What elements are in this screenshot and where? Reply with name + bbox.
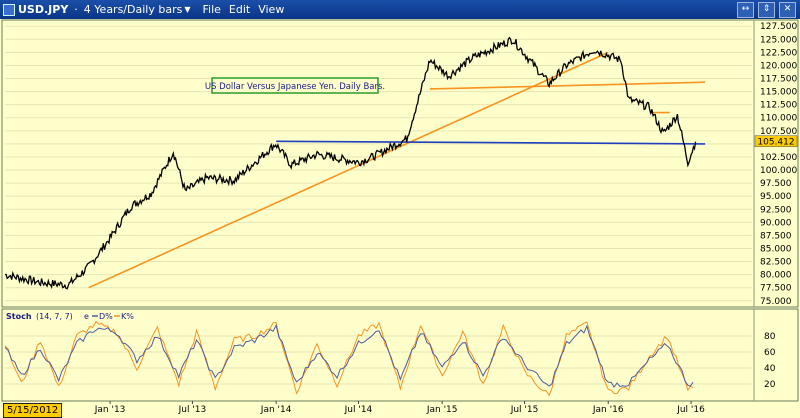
annotation-box[interactable]: US Dollar Versus Japanese Yen. Daily Bar… [205, 77, 385, 94]
stoch-axis-ticks: 80 60 40 20 [764, 332, 776, 390]
stoch-tick-label: 40 [764, 364, 776, 374]
x-tick-label: Jul '15 [510, 405, 539, 415]
stoch-tick-label: 20 [764, 380, 776, 390]
last-price-marker: 105.412 [754, 135, 798, 148]
date-range-start[interactable]: 5/15/2012 [3, 403, 63, 418]
x-tick-label: Jul '14 [344, 405, 373, 415]
price-tick-label: 115.000 [760, 88, 797, 98]
x-axis-ticks: Jan '13 Jul '13 Jan '14 Jul '14 Jan '15 Jul '… [94, 401, 705, 415]
chevron-down-icon[interactable]: ▼ [184, 5, 191, 14]
price-tick-label: 127.500 [760, 22, 797, 32]
price-tick-label: 100.000 [760, 166, 797, 176]
price-tick-label: 90.000 [760, 218, 792, 228]
last-price-value: 105.412 [757, 138, 794, 148]
price-tick-label: 120.000 [760, 61, 797, 71]
close-icon[interactable]: ✕ [779, 2, 796, 18]
price-tick-label: 125.000 [760, 35, 797, 45]
window-title-bar: USD.JPY · 4 Years/Daily bars ▼ File Edit… [0, 0, 800, 19]
window-controls: ↔ ⇕ ✕ [737, 2, 796, 18]
x-tick-label: Jul '13 [178, 405, 207, 415]
x-tick-label: Jan '14 [260, 405, 292, 415]
price-tick-label: 107.500 [760, 127, 797, 137]
menu-view[interactable]: View [258, 3, 285, 16]
stoch-k-line [4, 320, 694, 397]
stoch-title: Stoch [6, 312, 32, 321]
resize-horizontal-icon[interactable]: ↔ [737, 2, 754, 18]
x-tick-label: Jul '16 [676, 405, 705, 415]
price-tick-label: 95.000 [760, 192, 792, 202]
price-tick-label: 110.000 [760, 114, 797, 124]
annotation-text: US Dollar Versus Japanese Yen. Daily Bar… [205, 82, 385, 92]
stoch-tick-label: 60 [764, 348, 776, 358]
symbol-label[interactable]: USD.JPY [18, 3, 69, 16]
title-description: 4 Years/Daily bars [83, 3, 183, 16]
price-tick-label: 102.500 [760, 153, 797, 163]
price-tick-label: 112.500 [760, 101, 797, 111]
trendline-horizontal-resistance[interactable] [429, 81, 706, 90]
price-tick-label: 82.500 [760, 258, 792, 268]
price-tick-label: 122.500 [760, 48, 797, 58]
resize-vertical-icon[interactable]: ⇕ [758, 2, 775, 18]
annotation-border [211, 77, 379, 94]
price-tick-label: 77.500 [760, 284, 792, 294]
chart-app-icon [3, 3, 15, 16]
price-tick-label: 75.000 [760, 297, 792, 307]
stoch-marker: e [84, 312, 89, 321]
x-tick-label: Jan '15 [426, 405, 458, 415]
price-tick-label: 85.000 [760, 244, 792, 254]
price-series-line [4, 36, 697, 290]
price-gridlines [5, 25, 752, 302]
price-tick-label: 92.500 [760, 205, 792, 215]
stoch-legend: Stoch (14, 7, 7) e D% K% [6, 312, 134, 321]
stoch-gridlines [5, 335, 752, 385]
x-tick-label: Jan '16 [592, 405, 624, 415]
trendlines [88, 51, 706, 289]
price-axis-ticks: 127.500 125.000 122.500 120.000 117.500 115.0… [760, 22, 797, 307]
stoch-d-label: D% [99, 312, 113, 321]
stoch-d-line [4, 323, 694, 388]
stoch-params: (14, 7, 7) [36, 312, 73, 321]
menu-edit[interactable]: Edit [228, 3, 251, 16]
title-separator: · [74, 3, 78, 16]
trendline-rising-support[interactable] [88, 51, 609, 289]
menu-file[interactable]: File [202, 3, 221, 16]
price-tick-label: 87.500 [760, 231, 792, 241]
price-tick-label: 97.500 [760, 179, 792, 189]
stoch-tick-label: 80 [764, 332, 776, 342]
x-tick-label: Jan '13 [94, 405, 126, 415]
price-tick-label: 80.000 [760, 271, 792, 281]
trendline-horizontal-support[interactable] [276, 140, 706, 145]
price-tick-label: 117.500 [760, 75, 797, 85]
price-panel [1, 19, 799, 308]
last-price-box [754, 135, 798, 147]
stoch-k-label: K% [121, 312, 134, 321]
